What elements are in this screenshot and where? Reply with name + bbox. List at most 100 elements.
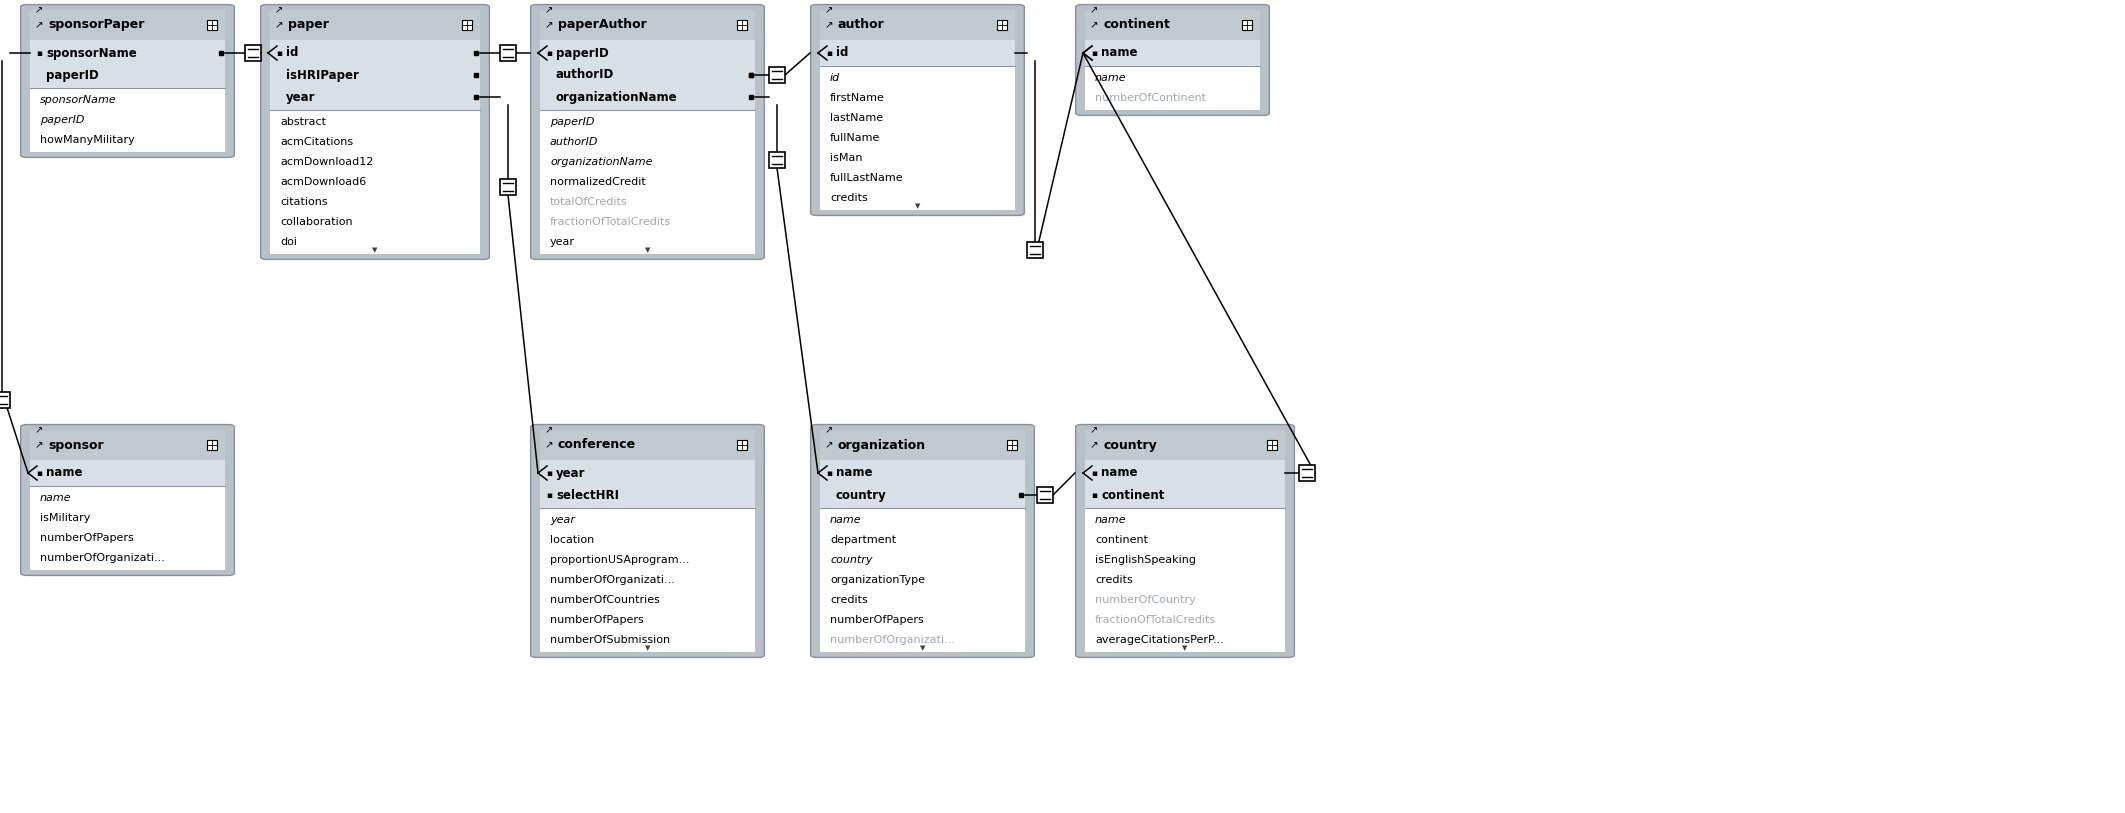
FancyBboxPatch shape [1007,440,1018,450]
Text: fullName: fullName [831,133,880,143]
FancyBboxPatch shape [540,460,754,508]
FancyBboxPatch shape [540,508,754,652]
FancyBboxPatch shape [1086,10,1260,40]
Text: averageCitationsPerP...: averageCitationsPerP... [1094,635,1224,645]
FancyBboxPatch shape [206,20,217,30]
FancyBboxPatch shape [30,40,225,88]
Text: ↗: ↗ [1090,5,1099,15]
Text: continent: continent [1103,19,1171,32]
Text: ↗: ↗ [824,20,833,30]
Text: numberOfCountries: numberOfCountries [550,595,661,605]
Text: paperID: paperID [47,68,98,81]
FancyBboxPatch shape [540,110,754,254]
Text: credits: credits [1094,575,1133,585]
FancyBboxPatch shape [820,460,1024,508]
Text: ▼: ▼ [1182,645,1188,651]
Text: name: name [831,515,861,525]
Text: id: id [287,46,298,59]
Text: year: year [287,90,314,103]
FancyBboxPatch shape [820,10,1016,40]
Text: year: year [550,515,576,525]
Text: ↗: ↗ [34,20,45,30]
Text: year: year [557,467,586,480]
Text: firstName: firstName [831,93,884,103]
Text: name: name [1094,515,1126,525]
Text: selectHRI: selectHRI [557,489,618,502]
Text: ▪: ▪ [1090,490,1096,499]
Text: fractionOfTotalCredits: fractionOfTotalCredits [550,217,672,227]
Text: ↗: ↗ [544,20,555,30]
Text: ↗: ↗ [544,5,552,15]
Text: totalOfCredits: totalOfCredits [550,197,627,207]
Text: ▪: ▪ [1090,49,1096,58]
FancyBboxPatch shape [531,424,765,658]
FancyBboxPatch shape [21,424,234,576]
Text: paperID: paperID [557,46,608,59]
FancyBboxPatch shape [30,10,225,40]
FancyBboxPatch shape [737,440,748,450]
Text: ↗: ↗ [274,5,283,15]
Text: name: name [1094,73,1126,83]
Text: sponsorName: sponsorName [47,46,136,59]
FancyBboxPatch shape [1075,5,1269,115]
FancyBboxPatch shape [499,179,516,195]
Text: name: name [1101,467,1137,480]
Text: country: country [831,555,873,565]
Text: author: author [837,19,884,32]
Text: organizationName: organizationName [557,90,678,103]
Text: ▪: ▪ [827,49,833,58]
FancyBboxPatch shape [769,152,784,168]
FancyBboxPatch shape [270,110,480,254]
Text: ↗: ↗ [824,5,833,15]
Text: acmDownload6: acmDownload6 [280,177,365,187]
Text: ↗: ↗ [1090,425,1099,435]
FancyBboxPatch shape [30,460,225,486]
Text: doi: doi [280,237,298,247]
FancyBboxPatch shape [30,88,225,152]
Text: numberOfSubmission: numberOfSubmission [550,635,669,645]
Text: credits: credits [831,193,867,203]
FancyBboxPatch shape [1241,20,1252,30]
FancyBboxPatch shape [21,5,234,158]
FancyBboxPatch shape [1086,40,1260,66]
Text: ▼: ▼ [914,203,920,209]
Text: numberOfContinent: numberOfContinent [1094,93,1207,103]
Text: organizationName: organizationName [550,157,652,167]
FancyBboxPatch shape [540,430,754,460]
FancyBboxPatch shape [1266,440,1277,450]
Text: ↗: ↗ [274,20,285,30]
Text: name: name [1101,46,1137,59]
FancyBboxPatch shape [261,5,489,259]
FancyBboxPatch shape [1086,66,1260,110]
Text: sponsorPaper: sponsorPaper [49,19,144,32]
Text: conference: conference [559,438,635,451]
Text: ▪: ▪ [546,490,552,499]
Text: ▪: ▪ [1090,468,1096,477]
Text: collaboration: collaboration [280,217,353,227]
FancyBboxPatch shape [206,440,217,450]
Text: paperID: paperID [550,117,595,127]
Text: ▼: ▼ [920,645,924,651]
Text: name: name [47,467,83,480]
Text: acmDownload12: acmDownload12 [280,157,374,167]
Text: continent: continent [1101,489,1164,502]
Text: numberOfPapers: numberOfPapers [40,533,134,543]
FancyBboxPatch shape [820,430,1024,460]
Text: country: country [1103,438,1156,451]
Text: ▼: ▼ [372,247,378,253]
FancyBboxPatch shape [1086,430,1286,460]
Text: lastName: lastName [831,113,884,123]
Text: howManyMilitary: howManyMilitary [40,135,134,145]
Text: ↗: ↗ [34,440,45,450]
Text: ▪: ▪ [546,49,552,58]
Text: numberOfCountry: numberOfCountry [1094,595,1196,605]
FancyBboxPatch shape [769,67,784,83]
Text: ↗: ↗ [544,425,552,435]
Text: year: year [550,237,576,247]
FancyBboxPatch shape [820,66,1016,210]
FancyBboxPatch shape [270,10,480,40]
FancyBboxPatch shape [1037,487,1054,503]
Text: fullLastName: fullLastName [831,173,903,183]
FancyBboxPatch shape [1086,460,1286,508]
Text: country: country [835,489,886,502]
